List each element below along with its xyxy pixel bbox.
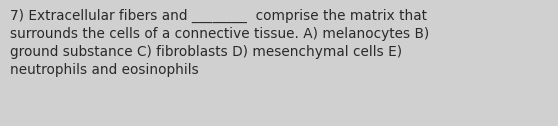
Text: 7) Extracellular fibers and ________  comprise the matrix that
surrounds the cel: 7) Extracellular fibers and ________ com…: [10, 9, 429, 76]
